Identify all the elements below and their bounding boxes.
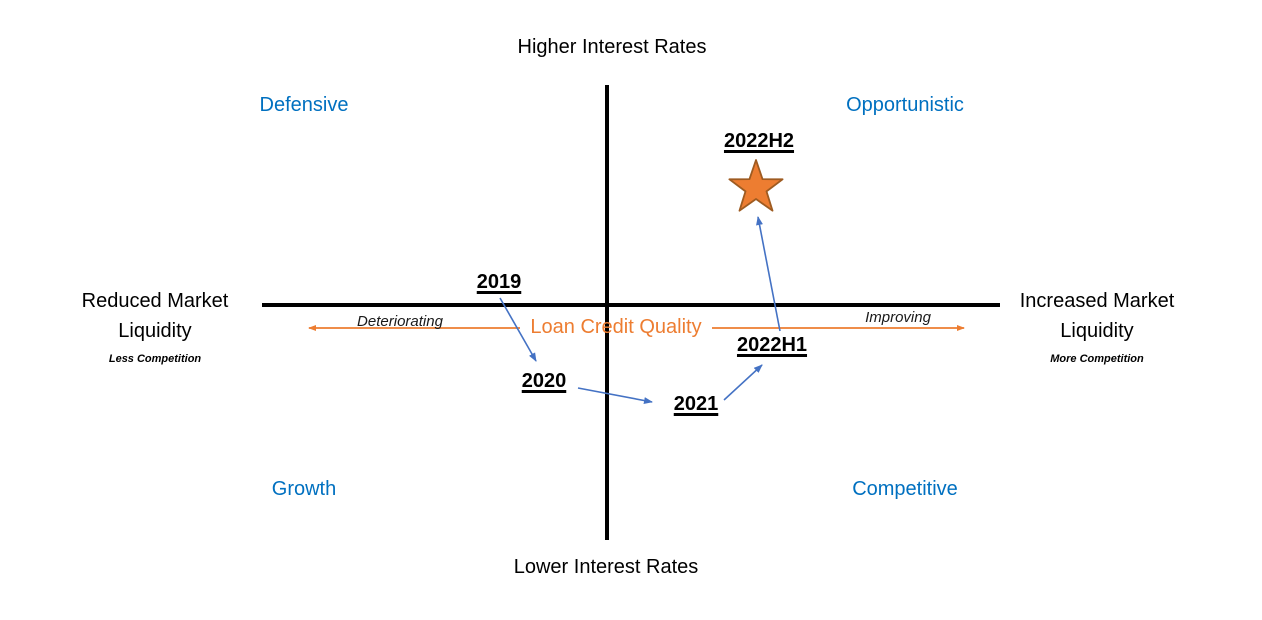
axis-label-right: Increased Market Liquidity <box>1019 290 1175 342</box>
connector-2021-2022H1 <box>723 364 763 401</box>
timeline-point-2022H2: 2022H2 <box>723 130 795 152</box>
deteriorating-label: Deteriorating <box>357 313 443 330</box>
quadrant-label-defensive: Defensive <box>259 94 349 116</box>
axis-label-bottom: Lower Interest Rates <box>513 556 699 578</box>
quadrant-label-competitive: Competitive <box>852 478 958 500</box>
timeline-point-2020: 2020 <box>521 370 567 392</box>
axis-sublabel-left: Less Competition <box>108 353 202 365</box>
connector-2022H1-2022H2 <box>756 216 781 332</box>
connector-2019-2020 <box>499 297 537 362</box>
credit-quality-label: Loan Credit Quality <box>530 316 702 338</box>
axis-sublabel-right: More Competition <box>1050 353 1144 365</box>
timeline-point-2022H1: 2022H1 <box>736 334 808 356</box>
axis-label-left: Reduced Market Liquidity <box>81 290 229 342</box>
quadrant-label-growth: Growth <box>271 478 337 500</box>
timeline-point-2021: 2021 <box>673 393 719 415</box>
quadrant-label-opportunistic: Opportunistic <box>846 94 964 116</box>
star-icon <box>728 159 784 212</box>
connector-2020-2021 <box>577 387 653 404</box>
axis-label-top: Higher Interest Rates <box>517 36 707 58</box>
timeline-point-2019: 2019 <box>476 271 522 293</box>
improving-label: Improving <box>865 309 931 326</box>
